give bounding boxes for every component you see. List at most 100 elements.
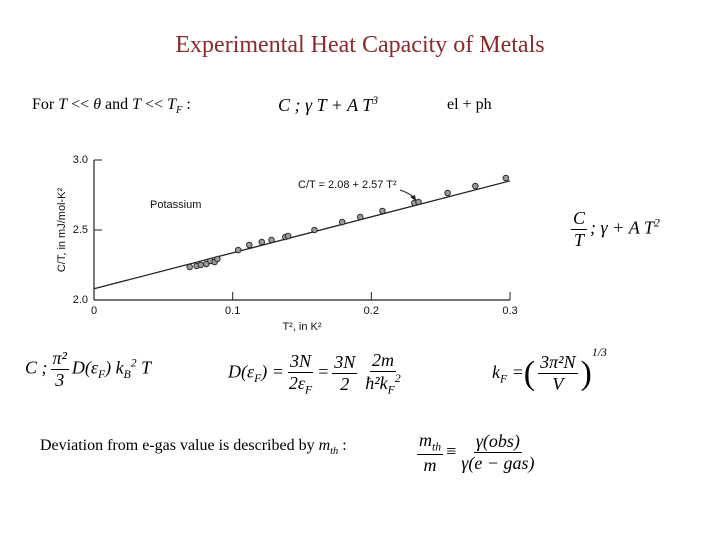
text: << — [67, 96, 94, 113]
text: ; γ + A T — [590, 217, 654, 238]
text: F — [254, 372, 262, 386]
text: γ(obs) — [473, 431, 522, 454]
text: ħ²k — [365, 373, 388, 393]
data-point — [338, 218, 346, 226]
data-point — [311, 226, 318, 234]
text: F — [176, 105, 183, 117]
title: Experimental Heat Capacity of Metals — [175, 32, 545, 58]
x-tick-label: 0.2 — [364, 305, 379, 317]
equation: C ; π² 3 D(εF) kB2 T — [25, 348, 151, 391]
annotation-arrowhead — [410, 195, 416, 201]
fraction: γ(obs) γ(e − gas) — [459, 431, 536, 474]
text: : — [338, 437, 347, 454]
fraction: π² 3 — [50, 348, 69, 391]
label: el + ph — [447, 96, 492, 113]
x-axis-label: T², in K² — [282, 321, 321, 333]
text: F — [304, 383, 313, 397]
data-point — [234, 246, 242, 254]
y-axis-label: C/T, in mJ/mol-K² — [56, 187, 68, 272]
text: 1/3 — [591, 346, 607, 359]
text: C — [571, 208, 588, 230]
data-point — [284, 232, 292, 240]
text: th — [330, 446, 339, 458]
y-tick-label: 2.5 — [73, 224, 88, 236]
data-point — [415, 198, 422, 206]
text: F — [387, 383, 395, 397]
text: Deviation from e-gas value is described … — [40, 437, 319, 454]
text: 3 — [372, 94, 379, 107]
fraction: mth m — [417, 430, 444, 476]
text: B — [123, 368, 131, 382]
text: and — [101, 96, 133, 113]
data-point — [186, 263, 193, 271]
annotation: C/T = 2.08 + 2.57 T² — [298, 179, 397, 191]
fraction: 3π²N V — [538, 352, 578, 395]
text: ) k — [105, 357, 124, 378]
fraction: 2m ħ²kF2 — [363, 350, 402, 397]
text: << — [141, 96, 168, 113]
text: C ; — [25, 357, 48, 378]
deviation: Deviation from e-gas value is described … — [40, 437, 347, 457]
y-tick-label: 3.0 — [73, 154, 88, 166]
equation: D(εF) = 3N 2εF = 3N 2 2m ħ²kF2 — [228, 350, 406, 397]
text: 2m — [369, 350, 396, 372]
text: θ — [93, 96, 102, 113]
text: 3 — [55, 370, 65, 390]
data-point — [379, 207, 386, 215]
text: ) = — [261, 361, 284, 382]
equation: C ; γ T + A T3 — [278, 94, 378, 116]
text: 2ε — [288, 372, 305, 393]
equation: kF =(3π²N V)1/3 — [492, 346, 607, 395]
text: m — [423, 454, 437, 475]
condition: For T << θ and T << TF : — [32, 96, 191, 116]
text: D(ε — [71, 357, 99, 378]
data-point — [444, 189, 451, 197]
x-tick-label: 0.3 — [502, 305, 517, 317]
data-point — [258, 238, 266, 246]
text: V — [552, 374, 564, 395]
data-point — [246, 241, 253, 249]
fraction: 3N 2εF — [287, 350, 314, 397]
text: T — [58, 96, 68, 113]
equation: C T; γ + A T2 — [568, 208, 660, 251]
fraction: 3N 2 — [332, 351, 358, 395]
text: 3N — [332, 351, 358, 374]
text: 3N — [287, 350, 313, 373]
text: 2 — [394, 372, 401, 385]
text: ≡ — [446, 440, 457, 461]
text: k — [492, 362, 500, 382]
text: T — [136, 357, 152, 378]
text: F — [500, 372, 508, 386]
text: : — [182, 96, 191, 113]
text: T — [574, 230, 585, 250]
text: = — [507, 362, 524, 382]
data-point — [472, 182, 479, 190]
text: T — [132, 96, 142, 113]
text: T — [167, 96, 177, 113]
text: γ(e − gas) — [461, 453, 535, 474]
x-tick-label: 0.1 — [225, 305, 240, 317]
text: 2 — [653, 216, 660, 230]
x-tick-label: 0 — [91, 305, 97, 317]
text: th — [432, 440, 442, 454]
text: 2 — [340, 373, 350, 394]
data-point — [197, 261, 205, 269]
text: 3π²N — [538, 352, 578, 375]
data-point — [502, 174, 510, 182]
text: 2 — [130, 356, 137, 370]
text: π² — [50, 348, 69, 370]
fit-line — [93, 180, 511, 290]
y-tick-label: 2.0 — [73, 294, 88, 306]
data-point — [356, 213, 364, 221]
data-point — [268, 236, 275, 244]
text: m — [419, 430, 432, 450]
text: C ; γ T + A T — [278, 95, 373, 115]
data-point — [214, 255, 221, 263]
annotation: Potassium — [150, 199, 201, 211]
text: F — [98, 368, 106, 382]
equation: mth m ≡ γ(obs) γ(e − gas) — [414, 430, 539, 476]
text: m — [318, 437, 331, 454]
text: D(ε — [228, 361, 255, 382]
